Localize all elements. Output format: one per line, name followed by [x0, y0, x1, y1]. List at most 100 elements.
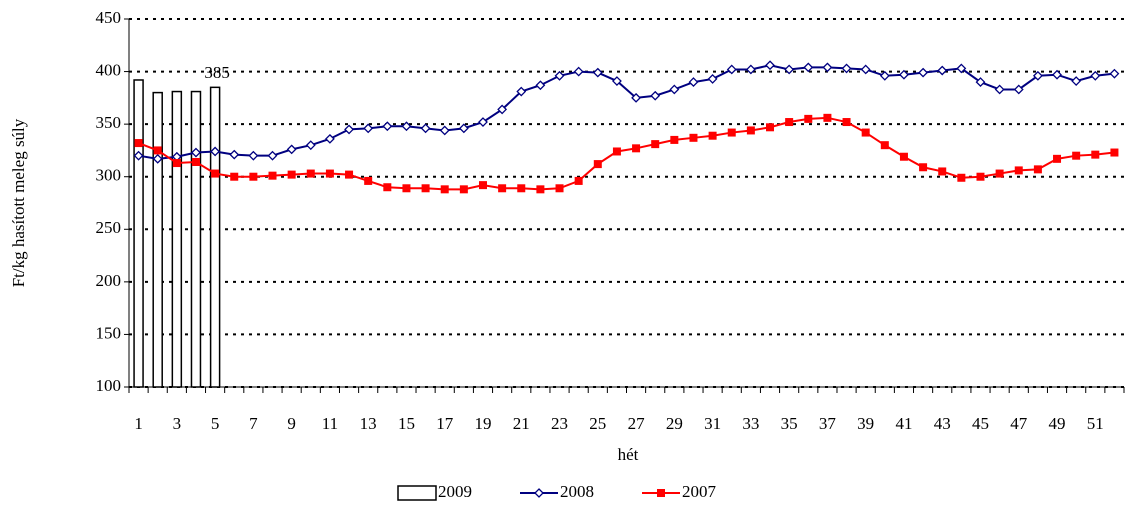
marker	[804, 114, 813, 123]
marker	[1053, 154, 1062, 163]
x-tick-label: 45	[972, 414, 989, 433]
x-tick-label: 43	[934, 414, 951, 433]
marker	[765, 60, 775, 71]
marker	[861, 128, 870, 137]
marker	[841, 63, 852, 74]
marker	[516, 86, 527, 97]
marker	[535, 80, 546, 91]
marker	[420, 123, 431, 134]
marker	[1032, 70, 1043, 81]
marker	[650, 90, 661, 101]
marker	[498, 184, 507, 193]
marker	[210, 146, 221, 157]
marker	[421, 184, 430, 193]
marker	[880, 141, 889, 150]
marker	[899, 69, 909, 80]
marker	[651, 140, 660, 149]
marker	[592, 67, 603, 78]
marker	[133, 150, 144, 161]
x-tick-label: 3	[173, 414, 182, 433]
x-tick-label: 41	[895, 414, 912, 433]
marker	[439, 125, 450, 136]
marker	[899, 152, 908, 161]
y-tick-label: 250	[96, 218, 122, 237]
marker	[383, 183, 392, 192]
marker	[975, 77, 986, 88]
marker	[286, 144, 297, 155]
marker	[440, 185, 449, 194]
marker	[211, 169, 220, 178]
marker	[976, 172, 985, 181]
marker	[842, 118, 851, 127]
x-tick-label: 23	[551, 414, 568, 433]
marker	[172, 159, 181, 168]
x-tick-label: 1	[134, 414, 143, 433]
marker	[152, 153, 163, 164]
y-tick-label: 450	[96, 8, 122, 27]
marker	[632, 144, 641, 153]
marker	[669, 84, 680, 95]
marker	[612, 147, 621, 156]
y-tick-label: 150	[96, 323, 122, 342]
marker	[1072, 151, 1081, 160]
marker	[937, 65, 948, 76]
x-tick-label: 13	[360, 414, 377, 433]
x-tick-label: 31	[704, 414, 721, 433]
marker	[938, 167, 947, 176]
marker	[1071, 76, 1082, 86]
marker	[1014, 166, 1023, 175]
marker	[249, 172, 258, 181]
x-tick-label: 17	[436, 414, 454, 433]
legend-swatch	[397, 485, 437, 501]
marker	[554, 70, 565, 81]
x-tick-label: 51	[1087, 414, 1104, 433]
x-tick-label: 29	[666, 414, 683, 433]
y-axis-label: Ft/kg hasított meleg súly	[9, 118, 28, 287]
data-label: 385	[204, 63, 230, 82]
x-tick-label: 19	[474, 414, 491, 433]
marker	[458, 123, 469, 134]
marker	[230, 172, 239, 181]
bar	[171, 90, 183, 388]
marker	[305, 140, 316, 151]
marker	[229, 149, 240, 160]
legend-marker	[534, 488, 544, 498]
marker	[1091, 150, 1100, 159]
marker	[746, 126, 755, 135]
marker	[382, 121, 393, 132]
marker	[268, 171, 277, 180]
bar	[133, 79, 144, 388]
marker	[574, 176, 583, 185]
marker	[919, 163, 928, 172]
x-tick-label: 33	[742, 414, 759, 433]
marker	[803, 62, 814, 73]
marker	[402, 184, 411, 193]
x-tick-label: 21	[513, 414, 530, 433]
legend-label: 2007	[682, 482, 717, 501]
marker	[497, 104, 508, 115]
legend-label: 2008	[560, 482, 594, 501]
marker	[364, 176, 373, 185]
marker	[267, 150, 278, 161]
marker	[688, 77, 699, 88]
y-tick-label: 100	[96, 376, 122, 395]
x-tick-label: 25	[589, 414, 606, 433]
marker	[860, 64, 871, 75]
x-tick-label: 35	[781, 414, 798, 433]
marker	[1110, 148, 1119, 157]
x-tick-label: 7	[249, 414, 258, 433]
marker	[784, 64, 795, 75]
marker	[345, 170, 354, 179]
marker	[612, 76, 622, 86]
y-tick-label: 400	[96, 60, 122, 79]
marker	[823, 113, 832, 122]
marker	[287, 170, 296, 179]
marker	[134, 139, 143, 148]
marker	[994, 84, 1005, 95]
marker	[324, 133, 335, 144]
legend-marker	[657, 489, 665, 497]
bar	[190, 90, 202, 388]
marker	[191, 147, 201, 158]
marker	[478, 181, 487, 190]
